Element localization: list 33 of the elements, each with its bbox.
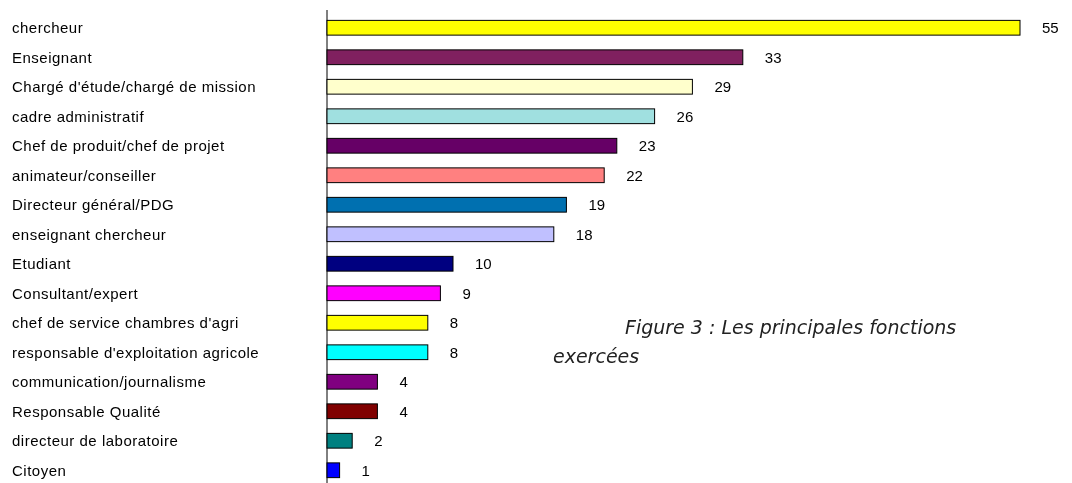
annotation: Figure 3 : Les principales fonctions exercées [553,315,958,369]
y-tick-label: Citoyen [12,461,67,479]
data-label: 8 [449,343,459,361]
y-tick-label: Chef de produit/chef de projet [12,137,225,154]
data-label: 55 [1042,19,1059,36]
y-tick-label: Consultant/expert [12,284,139,302]
y-tick-label: animateur/conseiller [12,166,157,184]
y-tick-label: Directeur général/PDG [12,196,175,213]
y-tick-label: Etudiant [12,255,72,272]
data-label: 29 [714,78,732,95]
data-label: 22 [626,166,643,184]
y-tick-label: enseignant chercheur [12,225,167,243]
data-label: 19 [588,196,606,213]
data-label: 4 [399,402,408,420]
data-label: 18 [575,225,593,243]
data-label: 8 [449,314,459,331]
data-label: 2 [374,432,383,449]
data-label: 9 [462,284,471,302]
data-label: 4 [399,373,408,390]
y-tick-label: cadre administratif [12,107,145,125]
data-label: 1 [361,461,370,479]
y-tick-label: communication/journalisme [12,373,207,390]
data-label: 33 [764,48,782,66]
data-label: 23 [638,137,656,154]
y-tick-label: Chargé d'étude/chargé de mission [12,78,257,95]
y-tick-label: directeur de laboratoire [12,432,179,449]
y-tick-label: chef de service chambres d'agri [12,314,239,331]
y-tick-label: responsable d'exploitation agricole [12,343,260,361]
y-tick-label: Enseignant [12,48,93,66]
y-tick-label: chercheur [12,19,84,36]
y-tick-label: Responsable Qualité [12,402,161,420]
data-label: 26 [676,107,694,125]
data-label: 10 [475,255,492,272]
